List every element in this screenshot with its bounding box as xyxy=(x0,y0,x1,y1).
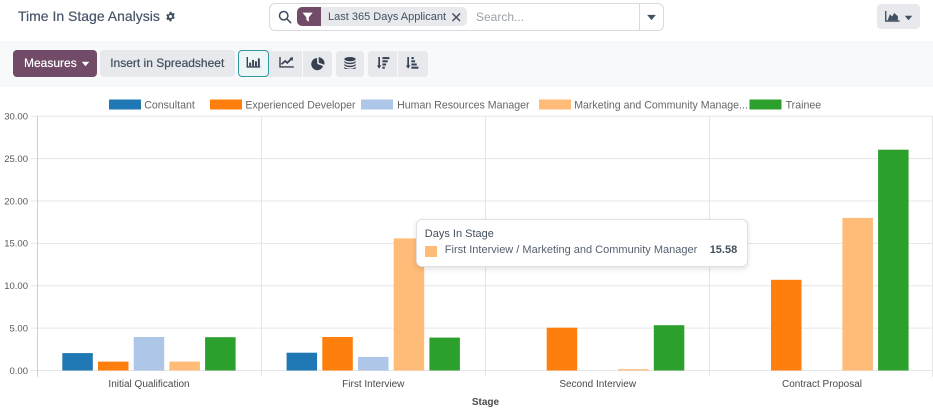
svg-text:0.00: 0.00 xyxy=(10,366,29,377)
svg-text:Second Interview: Second Interview xyxy=(559,379,636,390)
svg-text:5.00: 5.00 xyxy=(10,323,29,334)
svg-text:Human Resources Manager: Human Resources Manager xyxy=(397,100,530,112)
svg-text:25.00: 25.00 xyxy=(4,154,28,165)
svg-text:Marketing and Community Manage: Marketing and Community Manage... xyxy=(574,100,748,112)
svg-text:Contract Proposal: Contract Proposal xyxy=(782,379,862,390)
svg-text:Consultant: Consultant xyxy=(144,100,195,112)
svg-text:Experienced Developer: Experienced Developer xyxy=(245,100,356,112)
svg-text:Trainee: Trainee xyxy=(786,100,822,112)
svg-text:30.00: 30.00 xyxy=(4,112,28,123)
svg-text:Initial Qualification: Initial Qualification xyxy=(108,379,189,390)
svg-text:Stage: Stage xyxy=(472,397,500,408)
svg-text:10.00: 10.00 xyxy=(4,281,28,292)
svg-text:20.00: 20.00 xyxy=(4,196,28,207)
svg-text:First Interview: First Interview xyxy=(342,379,405,390)
svg-text:15.00: 15.00 xyxy=(4,239,28,250)
